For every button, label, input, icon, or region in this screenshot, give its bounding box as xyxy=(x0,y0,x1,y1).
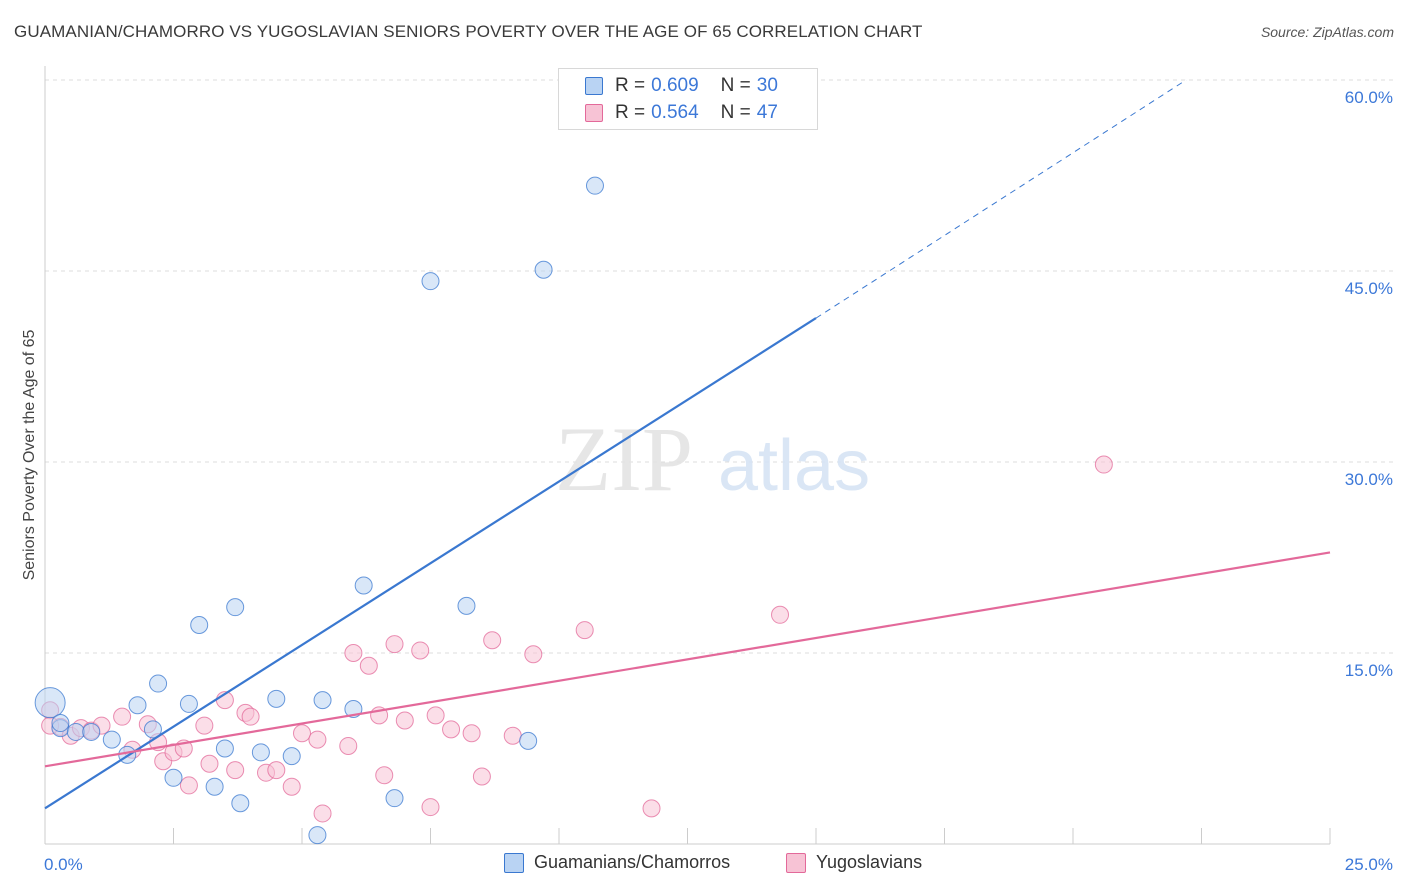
data-point xyxy=(231,794,250,813)
data-point xyxy=(395,711,414,730)
data-point xyxy=(226,598,245,617)
legend-row-guamanians: R = 0.609 N = 30 xyxy=(585,74,778,98)
x-tick-label: 25.0% xyxy=(1345,855,1393,874)
data-point xyxy=(411,641,430,660)
data-point xyxy=(313,804,332,823)
data-point xyxy=(164,768,183,787)
series-yugoslavians xyxy=(41,455,1113,823)
data-point xyxy=(200,754,219,773)
grid-lines xyxy=(45,79,1395,654)
data-point xyxy=(642,799,661,818)
data-point xyxy=(442,720,461,739)
source-credit: Source: ZipAtlas.com xyxy=(1260,24,1394,40)
data-point xyxy=(51,714,70,733)
legend-r-label: R = xyxy=(615,75,646,96)
data-point xyxy=(359,656,378,675)
legend-n-label: N = xyxy=(720,75,751,96)
watermark: ZIP atlas xyxy=(555,408,870,510)
legend-r-label: R = xyxy=(615,102,646,123)
y-axis-label: Seniors Poverty Over the Age of 65 xyxy=(21,329,38,581)
data-point xyxy=(34,687,66,719)
series-guamanians xyxy=(34,176,604,845)
data-point xyxy=(308,730,327,749)
legend-row-yugoslavians: R = 0.564 N = 47 xyxy=(585,101,778,125)
data-point xyxy=(421,798,440,817)
data-point xyxy=(226,761,245,780)
data-point xyxy=(282,747,301,766)
watermark-atlas: atlas xyxy=(718,426,870,506)
data-point xyxy=(241,707,260,726)
data-point xyxy=(483,631,502,650)
legend-label-guamanians: Guamanians/Chamorros xyxy=(534,852,731,872)
y-tick-label: 45.0% xyxy=(1345,279,1393,298)
data-point xyxy=(472,767,491,786)
trend-lines xyxy=(44,79,1331,810)
data-point xyxy=(426,706,445,725)
data-point xyxy=(267,761,286,780)
correlation-legend: R = 0.609 N = 30 R = 0.564 N = 47 xyxy=(558,68,818,130)
legend-swatch-pink xyxy=(585,104,603,122)
trendline-guamanians xyxy=(44,317,817,810)
data-point xyxy=(293,724,311,743)
x-tick-label: 0.0% xyxy=(44,855,83,874)
data-point xyxy=(462,724,481,743)
data-point xyxy=(179,776,198,795)
legend-n-value: 47 xyxy=(756,102,778,123)
watermark-zip: ZIP xyxy=(555,408,693,510)
data-point xyxy=(1094,455,1113,474)
data-point xyxy=(313,691,332,710)
y-tick-label: 60.0% xyxy=(1345,88,1393,107)
y-tick-label: 30.0% xyxy=(1345,470,1393,489)
data-point xyxy=(524,645,543,664)
data-point xyxy=(354,576,373,595)
data-point xyxy=(575,621,594,640)
data-point xyxy=(195,716,214,735)
data-point xyxy=(585,176,604,195)
data-point xyxy=(534,260,553,279)
data-point xyxy=(339,736,358,755)
data-point xyxy=(267,689,286,708)
data-point xyxy=(205,777,224,796)
data-point xyxy=(771,605,790,624)
data-point xyxy=(503,726,522,745)
data-point xyxy=(385,789,404,808)
data-point xyxy=(190,615,209,634)
legend-swatch-blue xyxy=(504,852,524,873)
data-point xyxy=(308,826,327,845)
legend-r-value: 0.564 xyxy=(651,102,699,123)
data-point xyxy=(282,777,301,796)
data-point xyxy=(102,730,121,749)
legend-label-yugoslavians: Yugoslavians xyxy=(816,852,923,872)
data-point xyxy=(457,596,476,615)
data-point xyxy=(128,696,147,715)
legend-item-yugoslavians: Yugoslavians xyxy=(786,852,922,873)
data-point xyxy=(375,766,394,785)
data-point xyxy=(143,720,162,739)
data-point xyxy=(149,674,168,693)
data-point xyxy=(66,722,85,741)
data-point xyxy=(82,722,101,741)
trendline-guamanians-extension xyxy=(815,79,1187,319)
legend-n-label: N = xyxy=(720,102,751,123)
legend-swatch-blue xyxy=(585,77,603,95)
data-point xyxy=(421,272,440,291)
data-point xyxy=(113,707,132,726)
legend-n-value: 30 xyxy=(756,75,778,96)
data-point xyxy=(519,731,538,750)
chart-title: GUAMANIAN/CHAMORRO VS YUGOSLAVIAN SENIOR… xyxy=(14,22,923,41)
data-point xyxy=(251,743,270,762)
legend-item-guamanians: Guamanians/Chamorros xyxy=(504,852,730,873)
tick-labels: 15.0% 30.0% 45.0% 60.0% 0.0% 25.0% xyxy=(44,88,1393,874)
legend-r-value: 0.609 xyxy=(651,75,699,96)
y-tick-label: 15.0% xyxy=(1345,661,1393,680)
legend-swatch-pink xyxy=(786,852,806,873)
trendline-yugoslavians xyxy=(44,551,1331,768)
data-point xyxy=(179,694,198,713)
data-point xyxy=(215,739,234,758)
data-point xyxy=(344,644,363,662)
data-point xyxy=(385,635,404,654)
